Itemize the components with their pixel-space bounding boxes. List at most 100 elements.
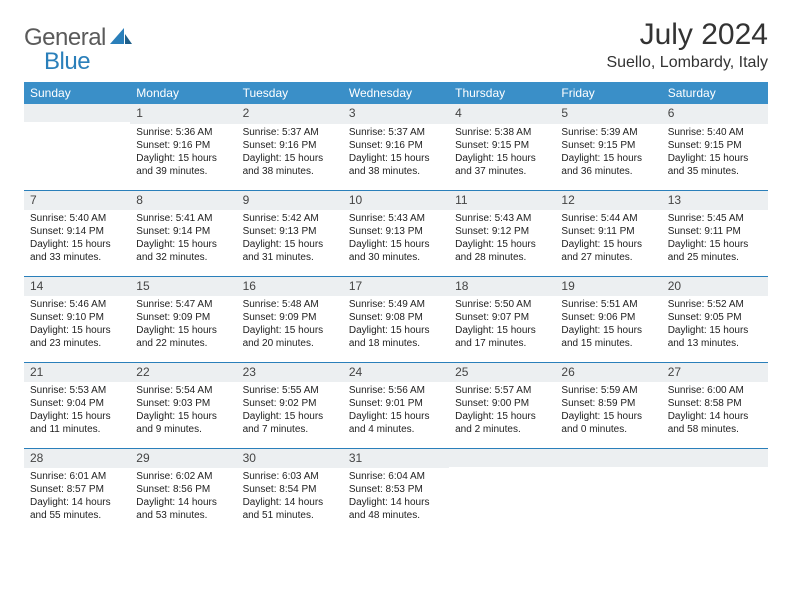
day-number bbox=[555, 449, 661, 467]
day-number: 22 bbox=[130, 363, 236, 383]
day-number: 19 bbox=[555, 277, 661, 297]
day-info-line: Sunset: 9:09 PM bbox=[243, 311, 337, 324]
day-info-line: Sunset: 9:15 PM bbox=[561, 139, 655, 152]
day-info-line: Sunset: 9:02 PM bbox=[243, 397, 337, 410]
day-content: Sunrise: 5:48 AMSunset: 9:09 PMDaylight:… bbox=[237, 296, 343, 354]
calendar-day-cell: 18Sunrise: 5:50 AMSunset: 9:07 PMDayligh… bbox=[449, 276, 555, 362]
calendar-body: 1Sunrise: 5:36 AMSunset: 9:16 PMDaylight… bbox=[24, 104, 768, 534]
day-info-line: Sunset: 9:04 PM bbox=[30, 397, 124, 410]
title-block: July 2024 Suello, Lombardy, Italy bbox=[606, 18, 768, 72]
weekday-header: Saturday bbox=[662, 82, 768, 104]
day-number: 23 bbox=[237, 363, 343, 383]
day-info-line: Daylight: 14 hours bbox=[136, 496, 230, 509]
day-info-line: Sunrise: 6:01 AM bbox=[30, 470, 124, 483]
day-info-line: and 28 minutes. bbox=[455, 251, 549, 264]
day-info-line: Sunrise: 5:39 AM bbox=[561, 126, 655, 139]
day-content: Sunrise: 5:40 AMSunset: 9:15 PMDaylight:… bbox=[662, 124, 768, 182]
day-info-line: Daylight: 15 hours bbox=[349, 324, 443, 337]
day-info-line: and 51 minutes. bbox=[243, 509, 337, 522]
day-number: 16 bbox=[237, 277, 343, 297]
day-info-line: Sunrise: 5:51 AM bbox=[561, 298, 655, 311]
calendar-day-cell bbox=[662, 448, 768, 534]
day-info-line: and 27 minutes. bbox=[561, 251, 655, 264]
day-number: 30 bbox=[237, 449, 343, 469]
day-info-line: Sunrise: 5:36 AM bbox=[136, 126, 230, 139]
day-info-line: and 4 minutes. bbox=[349, 423, 443, 436]
day-info-line: Sunrise: 5:43 AM bbox=[349, 212, 443, 225]
day-info-line: Sunrise: 5:37 AM bbox=[349, 126, 443, 139]
day-info-line: Daylight: 15 hours bbox=[136, 152, 230, 165]
calendar-day-cell: 22Sunrise: 5:54 AMSunset: 9:03 PMDayligh… bbox=[130, 362, 236, 448]
calendar-day-cell: 19Sunrise: 5:51 AMSunset: 9:06 PMDayligh… bbox=[555, 276, 661, 362]
day-info-line: Sunset: 9:05 PM bbox=[668, 311, 762, 324]
day-number: 3 bbox=[343, 104, 449, 124]
day-info-line: Sunrise: 5:47 AM bbox=[136, 298, 230, 311]
day-number: 21 bbox=[24, 363, 130, 383]
day-content: Sunrise: 5:36 AMSunset: 9:16 PMDaylight:… bbox=[130, 124, 236, 182]
day-info-line: Sunset: 9:11 PM bbox=[668, 225, 762, 238]
day-info-line: Daylight: 14 hours bbox=[243, 496, 337, 509]
day-info-line: Daylight: 15 hours bbox=[349, 410, 443, 423]
day-info-line: Daylight: 15 hours bbox=[668, 238, 762, 251]
day-info-line: and 13 minutes. bbox=[668, 337, 762, 350]
day-info-line: and 32 minutes. bbox=[136, 251, 230, 264]
day-content bbox=[662, 467, 768, 473]
day-number: 15 bbox=[130, 277, 236, 297]
day-info-line: Sunset: 9:15 PM bbox=[455, 139, 549, 152]
calendar-table: SundayMondayTuesdayWednesdayThursdayFrid… bbox=[24, 82, 768, 534]
day-info-line: and 22 minutes. bbox=[136, 337, 230, 350]
calendar-day-cell bbox=[24, 104, 130, 190]
day-content bbox=[449, 467, 555, 473]
day-content: Sunrise: 5:44 AMSunset: 9:11 PMDaylight:… bbox=[555, 210, 661, 268]
calendar-day-cell: 30Sunrise: 6:03 AMSunset: 8:54 PMDayligh… bbox=[237, 448, 343, 534]
calendar-day-cell: 5Sunrise: 5:39 AMSunset: 9:15 PMDaylight… bbox=[555, 104, 661, 190]
day-info-line: Sunset: 9:16 PM bbox=[349, 139, 443, 152]
day-info-line: Sunset: 8:53 PM bbox=[349, 483, 443, 496]
day-info-line: Daylight: 15 hours bbox=[243, 152, 337, 165]
day-info-line: and 7 minutes. bbox=[243, 423, 337, 436]
day-info-line: Sunrise: 6:00 AM bbox=[668, 384, 762, 397]
day-info-line: Sunrise: 6:03 AM bbox=[243, 470, 337, 483]
calendar-day-cell: 4Sunrise: 5:38 AMSunset: 9:15 PMDaylight… bbox=[449, 104, 555, 190]
day-content: Sunrise: 5:57 AMSunset: 9:00 PMDaylight:… bbox=[449, 382, 555, 440]
day-info-line: Sunset: 9:16 PM bbox=[136, 139, 230, 152]
calendar-week-row: 28Sunrise: 6:01 AMSunset: 8:57 PMDayligh… bbox=[24, 448, 768, 534]
day-info-line: Sunset: 9:08 PM bbox=[349, 311, 443, 324]
calendar-day-cell: 28Sunrise: 6:01 AMSunset: 8:57 PMDayligh… bbox=[24, 448, 130, 534]
day-info-line: and 33 minutes. bbox=[30, 251, 124, 264]
day-info-line: Sunrise: 5:55 AM bbox=[243, 384, 337, 397]
calendar-week-row: 7Sunrise: 5:40 AMSunset: 9:14 PMDaylight… bbox=[24, 190, 768, 276]
day-info-line: and 36 minutes. bbox=[561, 165, 655, 178]
day-info-line: and 11 minutes. bbox=[30, 423, 124, 436]
day-info-line: and 39 minutes. bbox=[136, 165, 230, 178]
day-info-line: Sunrise: 5:52 AM bbox=[668, 298, 762, 311]
day-info-line: Sunset: 8:58 PM bbox=[668, 397, 762, 410]
day-content: Sunrise: 6:03 AMSunset: 8:54 PMDaylight:… bbox=[237, 468, 343, 526]
day-info-line: Daylight: 15 hours bbox=[136, 410, 230, 423]
day-info-line: Daylight: 15 hours bbox=[30, 324, 124, 337]
day-info-line: Daylight: 15 hours bbox=[455, 324, 549, 337]
day-info-line: Sunset: 8:57 PM bbox=[30, 483, 124, 496]
day-info-line: Sunrise: 5:45 AM bbox=[668, 212, 762, 225]
calendar-day-cell: 9Sunrise: 5:42 AMSunset: 9:13 PMDaylight… bbox=[237, 190, 343, 276]
day-content: Sunrise: 6:01 AMSunset: 8:57 PMDaylight:… bbox=[24, 468, 130, 526]
day-content: Sunrise: 5:41 AMSunset: 9:14 PMDaylight:… bbox=[130, 210, 236, 268]
day-number: 24 bbox=[343, 363, 449, 383]
day-info-line: Daylight: 15 hours bbox=[243, 324, 337, 337]
day-info-line: Sunrise: 5:40 AM bbox=[668, 126, 762, 139]
day-number: 14 bbox=[24, 277, 130, 297]
day-number: 26 bbox=[555, 363, 661, 383]
day-number: 9 bbox=[237, 191, 343, 211]
day-info-line: Daylight: 15 hours bbox=[668, 324, 762, 337]
day-info-line: Sunset: 9:13 PM bbox=[349, 225, 443, 238]
day-number: 20 bbox=[662, 277, 768, 297]
weekday-header: Sunday bbox=[24, 82, 130, 104]
calendar-day-cell: 27Sunrise: 6:00 AMSunset: 8:58 PMDayligh… bbox=[662, 362, 768, 448]
day-info-line: Sunrise: 5:50 AM bbox=[455, 298, 549, 311]
day-info-line: and 53 minutes. bbox=[136, 509, 230, 522]
day-number: 11 bbox=[449, 191, 555, 211]
day-info-line: Sunrise: 5:59 AM bbox=[561, 384, 655, 397]
day-number: 13 bbox=[662, 191, 768, 211]
day-info-line: Sunrise: 5:57 AM bbox=[455, 384, 549, 397]
calendar-day-cell: 7Sunrise: 5:40 AMSunset: 9:14 PMDaylight… bbox=[24, 190, 130, 276]
